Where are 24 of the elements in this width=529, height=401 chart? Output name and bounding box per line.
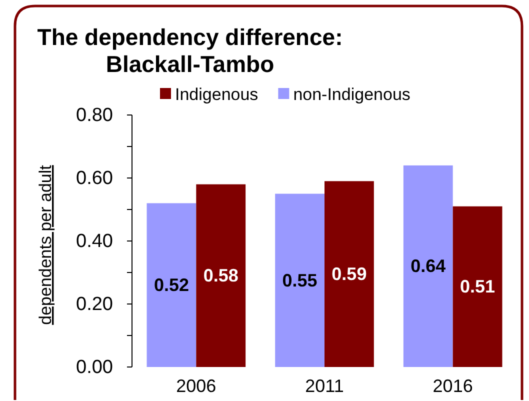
chart-title: The dependency difference: Blackall-Tambo (37, 24, 343, 77)
bar (324, 181, 374, 367)
x-tick-label: 2011 (305, 376, 344, 396)
y-axis-title: dependents per adult (36, 164, 55, 325)
bar (196, 184, 246, 367)
data-label: 0.52 (154, 275, 189, 296)
y-tick-label: 0.80 (76, 105, 113, 126)
y-tick-label: 0.00 (76, 357, 113, 378)
legend-label: non-Indigenous (293, 85, 410, 104)
bar (403, 165, 453, 367)
y-tick-label: 0.20 (76, 294, 113, 316)
data-label: 0.51 (460, 276, 496, 297)
bar (275, 194, 324, 367)
y-tick-label: 0.40 (76, 231, 113, 252)
data-label: 0.64 (410, 256, 446, 276)
bar (146, 203, 196, 367)
data-label: 0.55 (282, 270, 318, 290)
x-tick-label: 2006 (176, 376, 216, 396)
x-tick-label: 2016 (432, 376, 473, 396)
data-label: 0.59 (332, 264, 367, 284)
legend-label: Indigenous (175, 85, 258, 104)
y-tick-label: 0.60 (76, 168, 113, 190)
data-label: 0.58 (203, 266, 238, 286)
bar (452, 206, 502, 367)
